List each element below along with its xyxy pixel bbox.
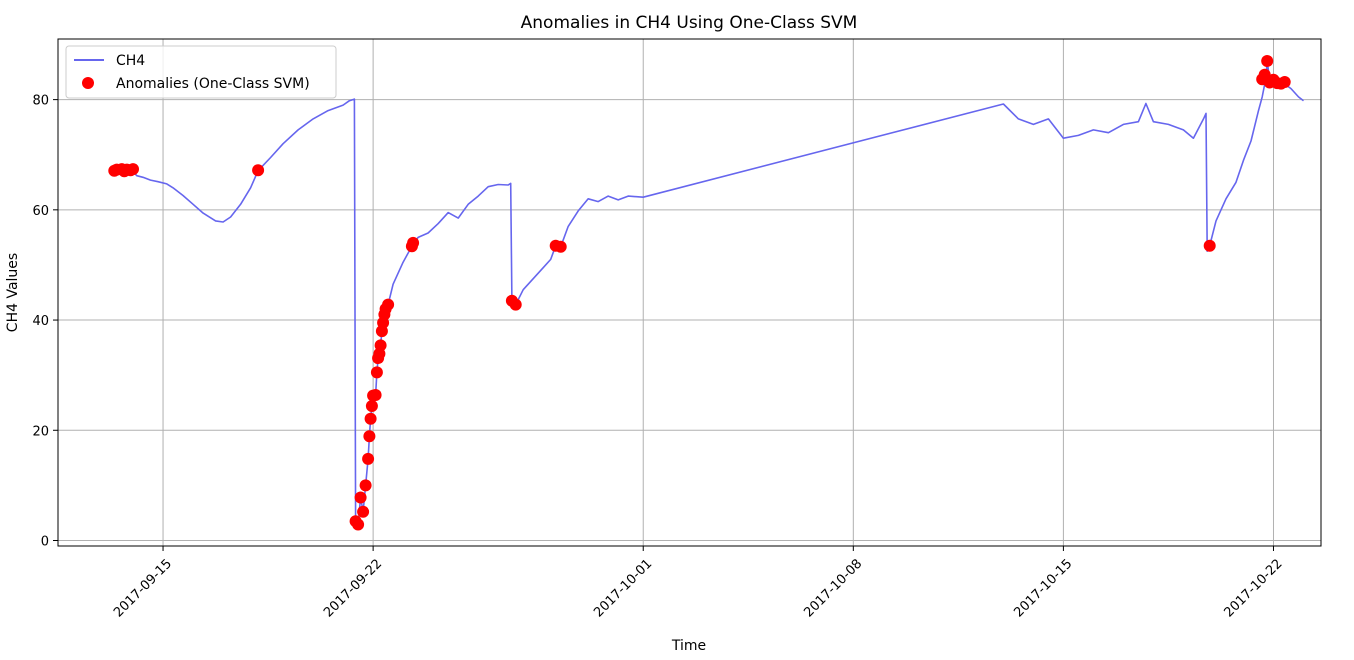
anomaly-point [374,339,387,352]
y-tick-label: 0 [41,534,49,549]
anomaly-point [364,412,377,425]
legend-marker-swatch [82,77,94,89]
anomaly-point [357,505,370,518]
anomaly-point [1261,55,1274,67]
anomaly-point [554,240,567,253]
line-layer [114,60,1304,526]
anomaly-point [369,389,382,401]
ch4-series-line [114,60,1304,526]
marker-layer [108,55,1291,531]
x-axis-label: Time [671,638,706,654]
anomaly-point [252,164,265,177]
plot-frame [57,38,1322,547]
anomaly-point [362,452,375,465]
legend: CH4 Anomalies (One-Class SVM) [65,45,337,99]
anomaly-point [407,236,420,249]
anomaly-point [352,518,365,531]
legend-label-ch4: CH4 [116,53,145,69]
legend-label-anomalies: Anomalies (One-Class SVM) [116,76,310,92]
anomaly-point [509,298,522,311]
anomaly-point [365,400,378,412]
anomaly-point [359,479,372,492]
y-tick-label: 20 [32,424,49,439]
anomaly-point [363,430,376,443]
anomaly-point [127,163,139,176]
y-axis-label: CH4 Values [5,253,21,332]
anomaly-point [370,366,383,379]
grid [58,39,1321,546]
anomaly-point [1278,76,1291,88]
y-axis: 0 20 40 60 80 [32,94,58,549]
chart-title: Anomalies in CH4 Using One-Class SVM [521,13,858,33]
anomaly-point [382,298,395,311]
anomaly-point [354,491,367,504]
y-tick-label: 80 [32,94,49,109]
anomaly-point [1203,239,1216,252]
y-tick-label: 40 [32,314,49,329]
y-tick-label: 60 [32,204,49,219]
legend-box [65,45,337,99]
